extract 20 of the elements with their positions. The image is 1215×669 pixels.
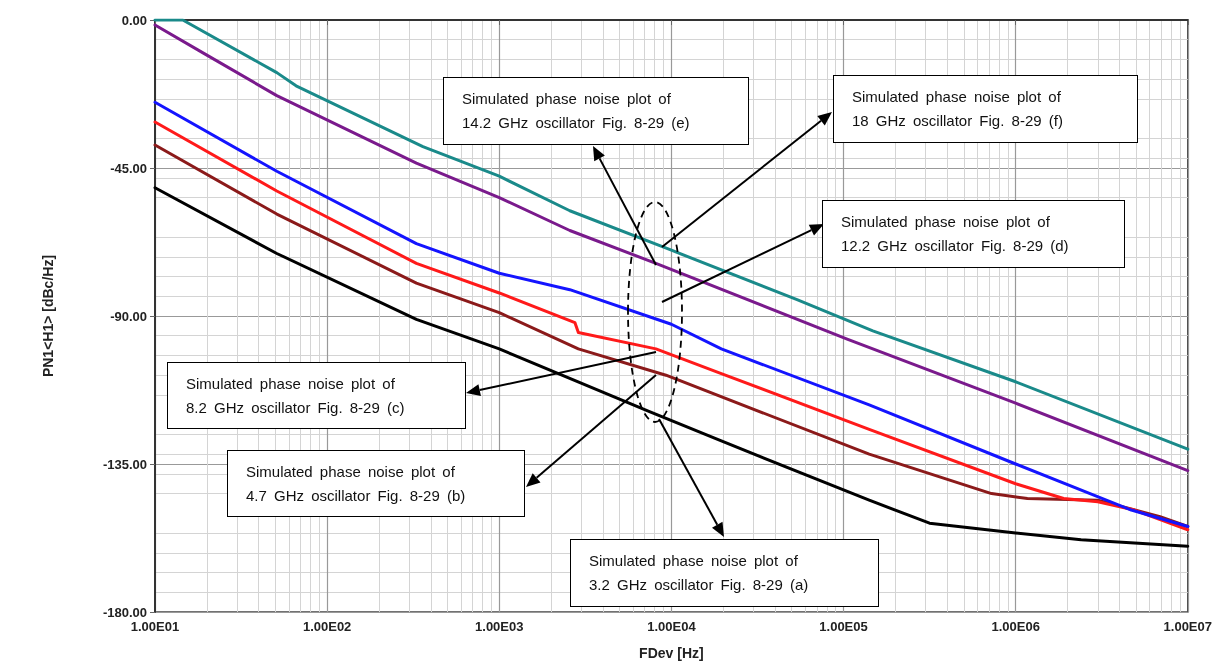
x-tick-label: 1.00E06 <box>991 619 1040 634</box>
callout-box: Simulated phase noise plot of 12.2 GHz oscillator Fig. 8-29 (d) <box>822 200 1125 268</box>
x-tick-label: 1.00E03 <box>475 619 524 634</box>
y-axis-title: PN1<H1> [dBc/Hz] <box>40 254 56 378</box>
x-tick-label: 1.00E04 <box>647 619 697 634</box>
x-axis-title: FDev [Hz] <box>639 645 704 661</box>
x-tick-label: 1.00E07 <box>1163 619 1212 634</box>
callout-box: Simulated phase noise plot of 8.2 GHz oscillator Fig. 8-29 (c) <box>167 362 466 429</box>
x-tick-label: 1.00E01 <box>130 619 180 634</box>
y-tick-label: -135.00 <box>102 456 147 472</box>
callout-box: Simulated phase noise plot of 4.7 GHz oscillator Fig. 8-29 (b) <box>227 450 525 517</box>
callout-box: Simulated phase noise plot of 18 GHz oscillator Fig. 8-29 (f) <box>833 75 1138 143</box>
x-tick-label: 1.00E02 <box>302 619 352 634</box>
x-tick-label: 1.00E05 <box>819 619 868 634</box>
callout-box: Simulated phase noise plot of 3.2 GHz oscillator Fig. 8-29 (a) <box>570 539 879 607</box>
y-tick-label: 0.00 <box>121 12 147 28</box>
y-tick-label: -180.00 <box>102 604 147 620</box>
callout-box: Simulated phase noise plot of 14.2 GHz oscillator Fig. 8-29 (e) <box>443 77 749 145</box>
y-tick-label: -90.00 <box>110 308 147 324</box>
y-tick-label: -45.00 <box>110 160 147 176</box>
